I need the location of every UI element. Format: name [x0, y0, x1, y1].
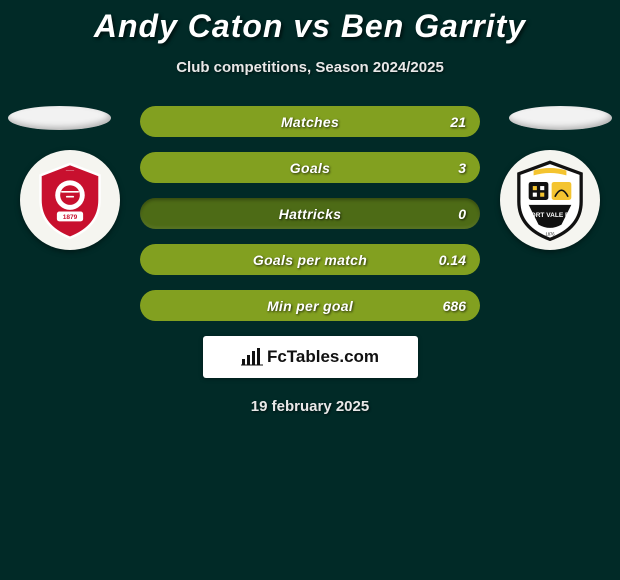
stat-bar: Matches 21	[140, 106, 480, 137]
stat-bar-inner: Goals	[140, 152, 480, 183]
stat-bars: Matches 21 Goals 3 Hattricks 0 Goals per match…	[140, 106, 480, 321]
stat-label: Goals per match	[253, 252, 367, 268]
bars-chart-icon	[241, 348, 263, 366]
svg-text:——: ——	[66, 168, 75, 173]
svg-text:1879: 1879	[63, 214, 78, 221]
brand-label: FcTables.com	[267, 347, 379, 367]
brand-box: FcTables.com	[203, 336, 418, 378]
page-title: Andy Caton vs Ben Garrity	[0, 0, 620, 45]
port-vale-crest-icon: PORT VALE FC 1876	[509, 159, 591, 241]
svg-text:PORT VALE FC: PORT VALE FC	[526, 212, 574, 219]
stat-bar: Goals 3	[140, 152, 480, 183]
stat-value-right: 686	[443, 298, 466, 314]
stat-bar-inner: Hattricks	[140, 198, 480, 229]
stat-bar: Hattricks 0	[140, 198, 480, 229]
svg-text:1876: 1876	[545, 231, 555, 236]
left-team-crest: 1879 ——	[20, 150, 120, 250]
date-stamp: 19 february 2025	[0, 398, 620, 415]
stat-label: Matches	[281, 114, 339, 130]
stat-value-right: 21	[450, 114, 466, 130]
stat-bar: Min per goal 686	[140, 290, 480, 321]
stat-bar-inner: Matches	[140, 106, 480, 137]
stat-value-right: 3	[458, 160, 466, 176]
stat-label: Min per goal	[267, 298, 353, 314]
comparison-area: 1879 —— PORT VALE FC 1876 Matches 21 Goals…	[0, 106, 620, 415]
subtitle: Club competitions, Season 2024/2025	[0, 59, 620, 76]
stat-value-right: 0.14	[439, 252, 466, 268]
stat-value-right: 0	[458, 206, 466, 222]
right-player-ellipse	[509, 106, 612, 130]
stat-label: Goals	[290, 160, 330, 176]
stat-bar: Goals per match 0.14	[140, 244, 480, 275]
stat-label: Hattricks	[279, 206, 342, 222]
right-team-crest: PORT VALE FC 1876	[500, 150, 600, 250]
stat-bar-inner: Min per goal	[140, 290, 480, 321]
left-player-ellipse	[8, 106, 111, 130]
stat-bar-inner: Goals per match	[140, 244, 480, 275]
swindon-crest-icon: 1879 ——	[29, 159, 111, 241]
